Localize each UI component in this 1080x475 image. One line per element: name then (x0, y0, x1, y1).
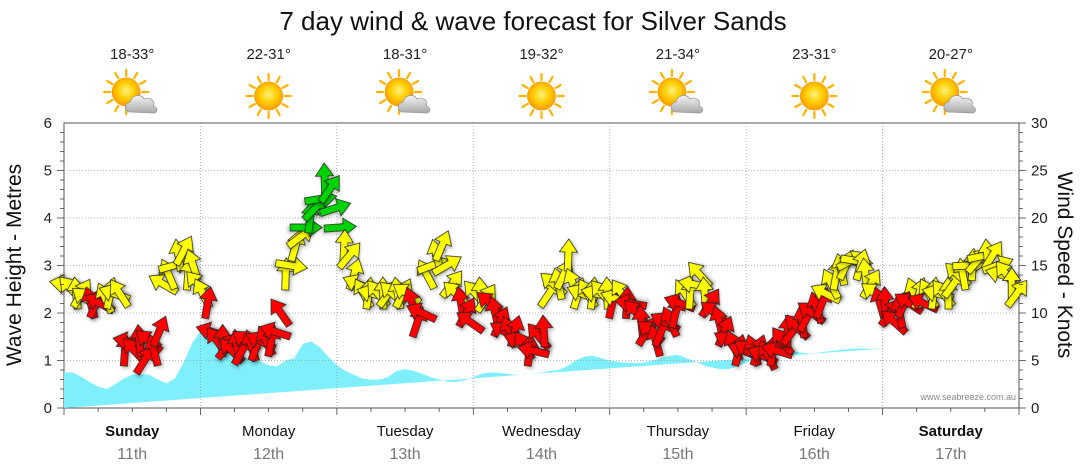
day-name-label: Tuesday (377, 423, 434, 440)
wind-arrow (516, 340, 551, 360)
day-temp-range: 21-34° (656, 46, 700, 63)
day-date-label: 11th (117, 446, 147, 463)
partly-cloudy-icon (648, 68, 704, 116)
wind-arrow (406, 302, 438, 324)
day-date-label: 16th (799, 446, 830, 463)
y-tick-label-right: 0 (1031, 400, 1039, 417)
y-tick-label-left: 4 (44, 210, 52, 227)
wind-arrow (172, 235, 194, 267)
wind-arrow (198, 286, 218, 320)
day-date-label: 17th (935, 446, 966, 463)
sun-icon (518, 72, 565, 120)
wind-arrow (336, 242, 361, 271)
y-tick-label-right: 5 (1031, 353, 1039, 370)
day-temp-range: 19-32° (519, 46, 563, 63)
y-tick-label-left: 0 (44, 400, 52, 417)
wind-arrow (1004, 279, 1028, 309)
day-name-label: Saturday (919, 423, 984, 440)
day-temp-range: 18-31° (383, 46, 427, 63)
wind-arrow (149, 315, 170, 348)
day-name-label: Thursday (647, 423, 710, 440)
y-tick-label-left: 2 (44, 305, 52, 322)
wind-arrow (270, 298, 293, 328)
day-name-label: Wednesday (502, 423, 581, 440)
wind-arrow (456, 312, 486, 335)
day-date-label: 14th (526, 446, 557, 463)
wind-arrow (431, 255, 462, 277)
y-tick-label-right: 25 (1031, 163, 1048, 180)
wind-arrow (318, 198, 352, 217)
day-temp-range: 20-27° (929, 46, 973, 63)
partly-cloudy-icon (921, 68, 976, 116)
axes-layer: 0 1 2 3 4 5 6 0 5 10 15 20 25 30 Sunday 11th Monday 12th T… (44, 115, 1048, 463)
daily-header: 18-33° 22-31° 18-31° 19-32° 21-34° 23-31° 20-2… (103, 46, 976, 120)
chart-title: 7 day wind & wave forecast for Silver Sa… (279, 6, 786, 36)
day-temp-range: 18-33° (110, 46, 154, 63)
wind-layer (48, 162, 1028, 376)
credit-label: www.seabreeze.com.au (919, 392, 1016, 402)
day-date-label: 12th (253, 446, 284, 463)
y-tick-label-left: 1 (44, 353, 52, 370)
sun-icon (245, 72, 292, 120)
day-name-label: Friday (794, 423, 836, 440)
day-temp-range: 23-31° (792, 46, 836, 63)
y-tick-label-right: 10 (1031, 305, 1048, 322)
wave-height-area (64, 331, 883, 408)
partly-cloudy-icon (103, 68, 158, 116)
y-tick-label-right: 20 (1031, 210, 1048, 227)
y-tick-label-left: 3 (44, 258, 52, 275)
wind-arrow (317, 174, 340, 205)
sun-icon (791, 72, 838, 120)
partly-cloudy-icon (375, 68, 431, 116)
day-date-label: 15th (662, 446, 693, 463)
y-tick-label-right: 15 (1031, 258, 1048, 275)
day-name-label: Sunday (105, 423, 160, 440)
y-tick-label-right: 30 (1031, 115, 1048, 132)
y-axis-title-left: Wave Height - Metres (3, 164, 26, 366)
y-axis-title-right: Wind Speed - Knots (1053, 172, 1076, 359)
day-date-label: 13th (390, 446, 421, 463)
wind-arrow (533, 314, 554, 348)
day-temp-range: 22-31° (246, 46, 290, 63)
wave-layer (64, 331, 883, 408)
y-tick-label-left: 5 (44, 163, 52, 180)
day-name-label: Monday (242, 423, 296, 440)
wind-arrow (109, 279, 132, 310)
wind-arrow (431, 230, 452, 263)
wind-arrow (760, 340, 794, 360)
y-tick-label-left: 6 (44, 115, 52, 132)
wind-arrow (259, 321, 292, 341)
wind-arrow (810, 283, 842, 305)
